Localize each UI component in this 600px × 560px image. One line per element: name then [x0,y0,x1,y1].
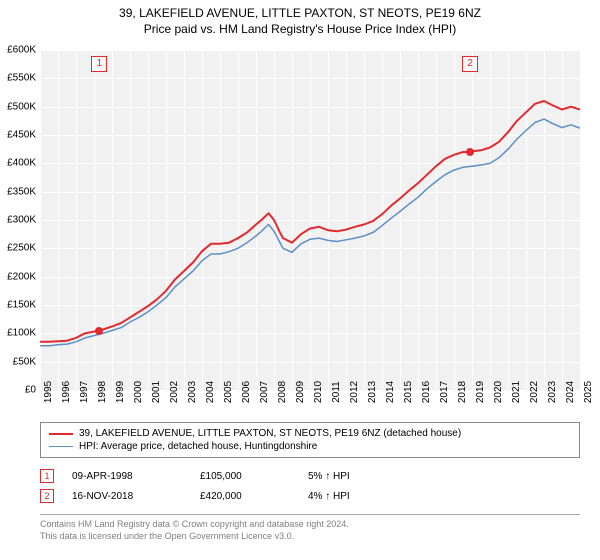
y-axis-label: £50K [13,356,36,367]
marker-box: 2 [462,56,478,72]
x-axis-label: 2025 [583,381,594,403]
legend: 39, LAKEFIELD AVENUE, LITTLE PAXTON, ST … [40,422,580,458]
chart-plot-area: £0£50K£100K£150K£200K£250K£300K£350K£400… [40,50,580,390]
y-axis-label: £550K [7,73,36,84]
y-axis-label: £400K [7,158,36,169]
legend-swatch [49,446,73,448]
marker-dot [95,327,103,335]
marker-table-box: 1 [40,469,54,483]
marker-date: 09-APR-1998 [72,471,182,482]
y-axis-label: £350K [7,186,36,197]
footer-line1: Contains HM Land Registry data © Crown c… [40,519,580,531]
legend-item: 39, LAKEFIELD AVENUE, LITTLE PAXTON, ST … [49,427,571,440]
line-chart-svg [40,50,580,390]
marker-table-box: 2 [40,489,54,503]
chart-subtitle: Price paid vs. HM Land Registry's House … [0,22,600,36]
markers-table: 1 09-APR-1998 £105,000 5% ↑ HPI 2 16-NOV-2018… [40,466,580,506]
y-axis-label: £250K [7,243,36,254]
y-axis-label: £100K [7,328,36,339]
marker-pct: 4% ↑ HPI [308,491,398,502]
marker-price: £105,000 [200,471,290,482]
legend-label: HPI: Average price, detached house, Hunt… [79,441,317,452]
y-axis-label: £300K [7,215,36,226]
marker-table-row: 1 09-APR-1998 £105,000 5% ↑ HPI [40,466,580,486]
chart-title: 39, LAKEFIELD AVENUE, LITTLE PAXTON, ST … [0,6,600,20]
footer-note: Contains HM Land Registry data © Crown c… [40,514,580,542]
marker-price: £420,000 [200,491,290,502]
marker-dot [466,148,474,156]
series-line [40,101,580,342]
y-axis-label: £0 [25,385,36,396]
footer-line2: This data is licensed under the Open Gov… [40,531,580,543]
title-block: 39, LAKEFIELD AVENUE, LITTLE PAXTON, ST … [0,0,600,36]
y-axis-label: £600K [7,45,36,56]
y-axis-label: £450K [7,130,36,141]
y-axis-label: £500K [7,101,36,112]
legend-item: HPI: Average price, detached house, Hunt… [49,440,571,453]
gridline-vertical [580,50,581,390]
series-line [40,119,580,346]
legend-swatch [49,433,73,435]
marker-table-row: 2 16-NOV-2018 £420,000 4% ↑ HPI [40,486,580,506]
marker-box: 1 [91,56,107,72]
marker-date: 16-NOV-2018 [72,491,182,502]
y-axis-label: £150K [7,300,36,311]
legend-label: 39, LAKEFIELD AVENUE, LITTLE PAXTON, ST … [79,428,461,439]
chart-container: 39, LAKEFIELD AVENUE, LITTLE PAXTON, ST … [0,0,600,560]
y-axis-label: £200K [7,271,36,282]
marker-pct: 5% ↑ HPI [308,471,398,482]
